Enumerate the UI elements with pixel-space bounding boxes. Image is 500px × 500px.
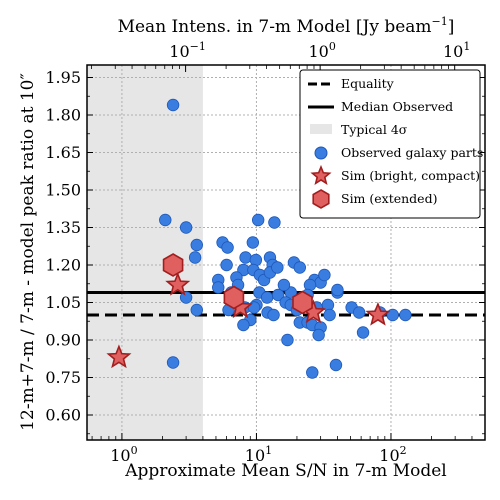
sim-extended-point bbox=[292, 290, 313, 315]
y-tick-label: 0.60 bbox=[45, 406, 81, 425]
grid bbox=[87, 65, 485, 440]
legend-box bbox=[299, 69, 481, 219]
x2-tick-label-exponent: 1 bbox=[463, 40, 470, 53]
legend-observed-label: Observed galaxy parts bbox=[341, 145, 483, 160]
observed-point bbox=[356, 326, 370, 339]
observed-point bbox=[251, 213, 265, 227]
observed-point bbox=[306, 366, 319, 379]
observed-point bbox=[220, 258, 233, 272]
sim-extended-point bbox=[162, 253, 184, 277]
x-tick-label-exponent: 0 bbox=[131, 444, 138, 457]
observed-point bbox=[179, 291, 193, 304]
sim-bright-compact-point bbox=[365, 301, 391, 326]
x-tick-label-exponent: 2 bbox=[400, 444, 407, 457]
observed-point bbox=[281, 333, 294, 347]
x2-axis-label-exponent: −1 bbox=[432, 15, 448, 28]
data-points bbox=[106, 98, 412, 379]
observed-point bbox=[293, 261, 306, 274]
x-tick-label-base: 10 bbox=[110, 446, 130, 465]
observed-point bbox=[159, 213, 172, 227]
x2-tick-label-base: 10 bbox=[443, 42, 463, 61]
shaded-region bbox=[87, 65, 203, 440]
y-tick-label: 1.65 bbox=[45, 143, 81, 162]
observed-point bbox=[260, 291, 274, 304]
y-tick-label: 1.35 bbox=[45, 218, 81, 237]
observed-point bbox=[268, 216, 281, 229]
observed-point bbox=[188, 251, 202, 264]
legend-observed-swatch bbox=[314, 146, 328, 160]
legend-sim-bright-label: Sim (bright, compact) bbox=[341, 168, 480, 183]
observed-point bbox=[323, 308, 336, 322]
x-tick-label-exponent: 1 bbox=[265, 444, 272, 457]
observed-point bbox=[190, 238, 203, 252]
x2-axis-label: Mean Intens. in 7-m Model [Jy beam−1] bbox=[118, 15, 455, 37]
x2-tick-label-exponent: −1 bbox=[190, 40, 206, 53]
x2-tick-label-exponent: 0 bbox=[329, 40, 336, 53]
plot-frame bbox=[86, 64, 486, 441]
observed-point bbox=[329, 358, 343, 372]
y-tick-label: 1.50 bbox=[45, 181, 81, 200]
x2-axis-label-close: ] bbox=[448, 17, 455, 37]
x-tick-label: 100 bbox=[110, 444, 137, 465]
legend-median-label: Median Observed bbox=[341, 99, 453, 114]
observed-point bbox=[246, 236, 260, 249]
observed-point bbox=[271, 288, 285, 302]
observed-point bbox=[312, 328, 325, 342]
observed-point bbox=[212, 281, 225, 294]
x-tick-label-base: 10 bbox=[245, 446, 265, 465]
y-tick-label: 0.90 bbox=[45, 331, 81, 350]
plot-background bbox=[87, 65, 203, 440]
observed-point bbox=[318, 268, 331, 282]
observed-point bbox=[271, 261, 284, 274]
x2-tick-label-base: 10 bbox=[169, 42, 189, 61]
legend: Equality Median Observed Typical 4σ Obse… bbox=[299, 69, 483, 219]
y-axis-label: 12-m+7-m / 7-m - model peak ratio at 10″ bbox=[18, 73, 38, 431]
observed-point bbox=[190, 303, 203, 317]
observed-point bbox=[277, 278, 291, 292]
observed-point bbox=[166, 356, 180, 369]
y-tick-label: 1.05 bbox=[45, 293, 81, 312]
legend-sim-extended-swatch bbox=[312, 189, 330, 209]
legend-shaded-swatch bbox=[310, 124, 332, 134]
x2-tick-label: 100 bbox=[308, 40, 335, 61]
legend-sim-bright-swatch bbox=[310, 164, 332, 185]
observed-point bbox=[267, 308, 280, 322]
legend-shaded-label: Typical 4σ bbox=[341, 122, 408, 137]
observed-point bbox=[331, 283, 344, 297]
observed-point bbox=[179, 221, 193, 234]
sim-bright-compact-point bbox=[106, 344, 132, 369]
y-tick-label: 0.75 bbox=[45, 368, 81, 387]
observed-point bbox=[239, 251, 252, 264]
observed-point bbox=[166, 98, 180, 112]
x-axis-label: Approximate Mean S/N in 7-m Model bbox=[124, 461, 446, 481]
axis-ticks: 0.60 0.75 0.90 1.05 1.20 1.35 1.50 1.65 1.80 1.95… bbox=[45, 40, 485, 465]
observed-point bbox=[237, 318, 250, 332]
observed-point bbox=[386, 308, 399, 322]
x2-tick-label-base: 10 bbox=[308, 42, 328, 61]
y-tick-label: 1.80 bbox=[45, 106, 81, 125]
x-tick-label: 101 bbox=[245, 444, 272, 465]
sim-extended-point bbox=[223, 285, 245, 310]
y-tick-label: 1.95 bbox=[45, 68, 81, 87]
x2-tick-label: 10−1 bbox=[169, 40, 206, 61]
legend-sim-extended-label: Sim (extended) bbox=[341, 191, 437, 206]
x2-axis-label-main: Mean Intens. in 7-m Model [Jy beam bbox=[118, 17, 432, 37]
x-tick-label-base: 10 bbox=[379, 446, 399, 465]
y-tick-label: 1.20 bbox=[45, 256, 81, 275]
observed-point bbox=[352, 306, 366, 319]
x2-tick-label: 101 bbox=[443, 40, 470, 61]
sim-bright-compact-point bbox=[165, 271, 191, 296]
observed-point bbox=[399, 308, 412, 322]
observed-point bbox=[221, 241, 234, 254]
legend-equality-label: Equality bbox=[341, 76, 395, 91]
x-tick-label: 102 bbox=[379, 444, 406, 465]
